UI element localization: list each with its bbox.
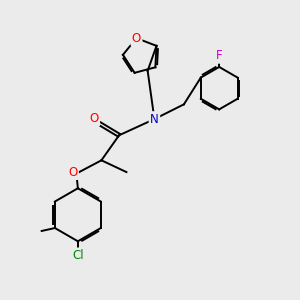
Text: F: F	[216, 49, 223, 62]
Text: O: O	[68, 166, 77, 178]
Text: Cl: Cl	[72, 249, 84, 262]
Text: O: O	[89, 112, 99, 125]
Text: N: N	[150, 112, 159, 126]
Text: O: O	[132, 32, 141, 45]
